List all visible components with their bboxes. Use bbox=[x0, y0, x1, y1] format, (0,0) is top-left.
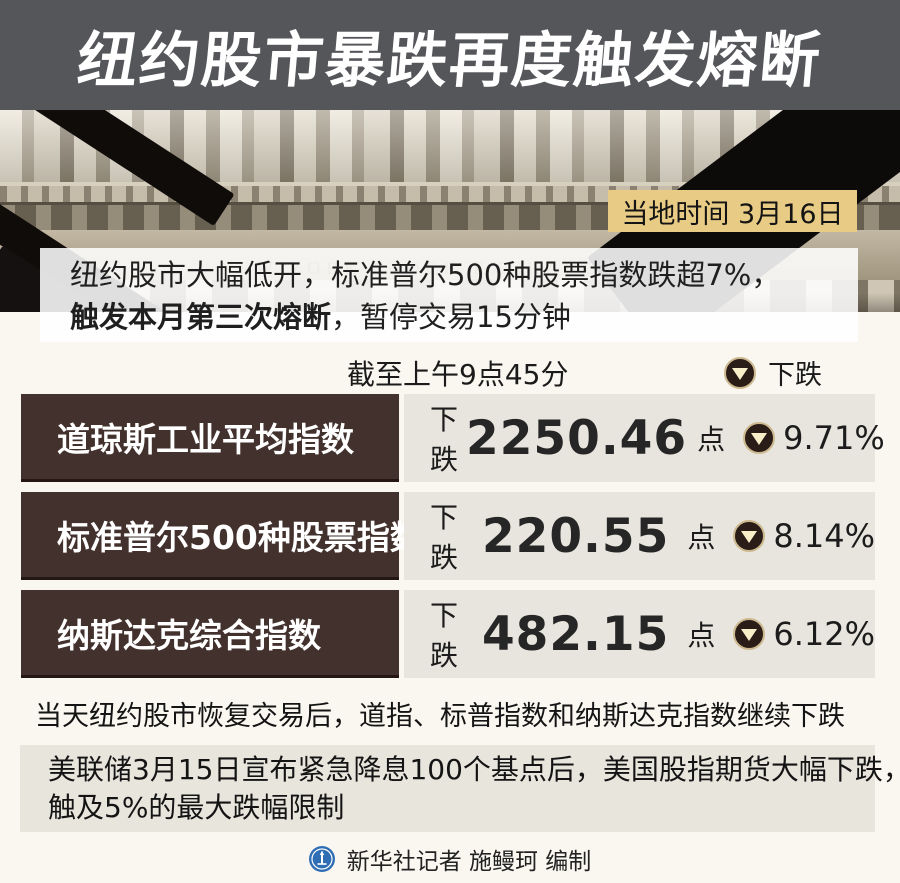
index-value-area: 下跌 220.55 点 8.14% bbox=[404, 492, 875, 580]
note-fed-line1: 美联储3月15日宣布紧急降息100个基点后，美国股指期货大幅下跌， bbox=[48, 753, 900, 786]
down-arrow-icon bbox=[733, 520, 766, 552]
points-unit: 点 bbox=[687, 619, 716, 652]
points-value: 2250.46 bbox=[466, 410, 688, 466]
percent-change: 9.71% bbox=[783, 419, 885, 457]
down-legend: 下跌 bbox=[724, 353, 822, 392]
down-arrow-icon bbox=[743, 422, 776, 454]
index-name: 标准普尔500种股票指数 bbox=[21, 492, 423, 580]
down-arrow-triangle bbox=[741, 629, 758, 641]
percent-change: 6.12% bbox=[773, 615, 875, 653]
summary-line2: 触发本月第三次熔断，暂停交易15分钟 bbox=[70, 296, 832, 338]
summary-box: 纽约股市大幅低开，标准普尔500种股票指数跌超7%， 触发本月第三次熔断，暂停交… bbox=[40, 248, 858, 342]
index-name: 纳斯达克综合指数 bbox=[21, 590, 399, 678]
index-name: 道琼斯工业平均指数 bbox=[21, 394, 399, 482]
index-value-area: 下跌 2250.46 点 9.71% bbox=[404, 394, 885, 482]
summary-line2-bold: 触发本月第三次熔断 bbox=[70, 300, 332, 334]
points-unit: 点 bbox=[687, 521, 716, 554]
points-value: 482.15 bbox=[481, 606, 670, 662]
note-fed-line2: 触及5%的最大跌幅限制 bbox=[48, 791, 345, 824]
as-of-time-label: 截至上午9点45分 bbox=[347, 358, 569, 391]
index-value-area: 下跌 482.15 点 6.12% bbox=[404, 590, 875, 678]
title-band: 纽约股市暴跌再度触发熔断 bbox=[0, 0, 900, 110]
page-title: 纽约股市暴跌再度触发熔断 bbox=[74, 25, 825, 96]
xinhua-logo-icon bbox=[308, 846, 335, 872]
credit-text: 新华社记者 施鳗珂 编制 bbox=[346, 849, 592, 875]
note-resume-trading: 当天纽约股市恢复交易后，道指、标普指数和纳斯达克指数继续下跌 bbox=[35, 701, 845, 732]
index-row-nasdaq: 纳斯达克综合指数 下跌 482.15 点 6.12% bbox=[0, 590, 900, 678]
down-arrow-icon bbox=[724, 356, 756, 389]
down-arrow-triangle bbox=[732, 367, 748, 380]
footer-credit-bar: 新华社记者 施鳗珂 编制 bbox=[0, 842, 900, 876]
change-direction-label: 下跌 bbox=[430, 403, 459, 476]
date-badge: 当地时间 3月16日 bbox=[608, 190, 857, 232]
down-arrow-triangle bbox=[751, 433, 768, 445]
summary-line2-rest: ，暂停交易15分钟 bbox=[331, 300, 571, 334]
points-value: 220.55 bbox=[481, 508, 670, 564]
down-arrow-icon bbox=[733, 618, 766, 650]
points-unit: 点 bbox=[697, 423, 726, 456]
note-fed-box: 美联储3月15日宣布紧急降息100个基点后，美国股指期货大幅下跌， 触及5%的最… bbox=[20, 745, 900, 832]
summary-line1: 纽约股市大幅低开，标准普尔500种股票指数跌超7%， bbox=[70, 258, 781, 292]
index-row-sp500: 标准普尔500种股票指数 下跌 220.55 点 8.14% bbox=[0, 492, 900, 580]
change-direction-label: 下跌 bbox=[430, 501, 459, 574]
down-arrow-triangle bbox=[741, 531, 758, 543]
down-legend-label: 下跌 bbox=[768, 360, 822, 391]
percent-change: 8.14% bbox=[773, 517, 875, 555]
index-row-dow: 道琼斯工业平均指数 下跌 2250.46 点 9.71% bbox=[0, 394, 900, 482]
change-direction-label: 下跌 bbox=[430, 599, 459, 672]
